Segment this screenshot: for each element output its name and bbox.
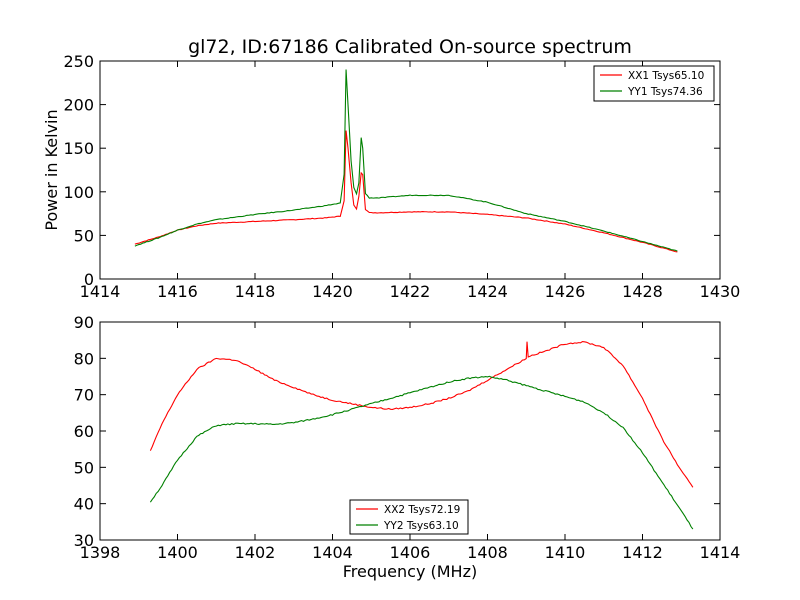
x-tick-label: 1408: [467, 543, 508, 562]
y-tick-label: 250: [63, 52, 94, 71]
y-tick-label: 80: [74, 349, 94, 368]
x-tick-label: 1398: [80, 543, 121, 562]
y-tick-label: 200: [63, 96, 94, 115]
y-tick-label: 40: [74, 495, 94, 514]
y-tick-label: 30: [74, 531, 94, 550]
x-tick-label: 1416: [157, 282, 198, 301]
x-tick-label: 1404: [312, 543, 353, 562]
bottom-plot: 1398 1400 1402 1404 1406 1408 1410 1412 1414 30 40…: [74, 313, 741, 581]
y-tick-label: 60: [74, 422, 94, 441]
y-tick-label: 90: [74, 313, 94, 332]
legend-label: YY2 Tsys63.10: [383, 520, 459, 532]
figure-title: gl72, ID:67186 Calibrated On-source spec…: [188, 36, 632, 58]
y-tick-label: 70: [74, 386, 94, 405]
series-line-yy1: [134, 69, 678, 252]
series-line-xx1: [134, 130, 678, 253]
legend-label: XX2 Tsys72.19: [384, 504, 460, 516]
legend-label: YY1 Tsys74.36: [627, 86, 703, 98]
x-tick-label: 1406: [390, 543, 431, 562]
y-tick-label: 150: [63, 139, 94, 158]
x-tick-label: 1414: [80, 282, 121, 301]
x-tick-label: 1410: [545, 543, 586, 562]
legend-box: [593, 65, 715, 102]
x-tick-label: 1400: [157, 543, 198, 562]
legend: XX2 Tsys72.19 YY2 Tsys63.10: [349, 499, 469, 535]
y-tick-label: 100: [63, 183, 94, 202]
top-plot: 1414 1416 1418 1420 1422 1424 1426 1428 1430 0 50 1…: [42, 52, 740, 301]
series-line-xx2: [149, 340, 694, 488]
y-tick-label: 50: [74, 458, 94, 477]
series-line-yy2: [149, 375, 694, 530]
x-tick-label: 1428: [622, 282, 663, 301]
x-tick-label: 1414: [700, 543, 741, 562]
x-axis-title: Frequency (MHz): [343, 562, 477, 581]
x-tick-label: 1420: [312, 282, 353, 301]
x-tick-label: 1430: [700, 282, 741, 301]
legend-box: [349, 499, 469, 535]
x-tick-label: 1402: [235, 543, 276, 562]
y-axis-title: Power in Kelvin: [42, 109, 61, 230]
legend-label: XX1 Tsys65.10: [628, 70, 704, 82]
x-tick-label: 1412: [622, 543, 663, 562]
legend: XX1 Tsys65.10 YY1 Tsys74.36: [593, 65, 715, 102]
x-tick-label: 1418: [235, 282, 276, 301]
y-tick-label: 0: [84, 270, 94, 289]
y-tick-label: 50: [74, 226, 94, 245]
x-tick-label: 1422: [390, 282, 431, 301]
x-tick-label: 1424: [467, 282, 508, 301]
x-tick-label: 1426: [545, 282, 586, 301]
